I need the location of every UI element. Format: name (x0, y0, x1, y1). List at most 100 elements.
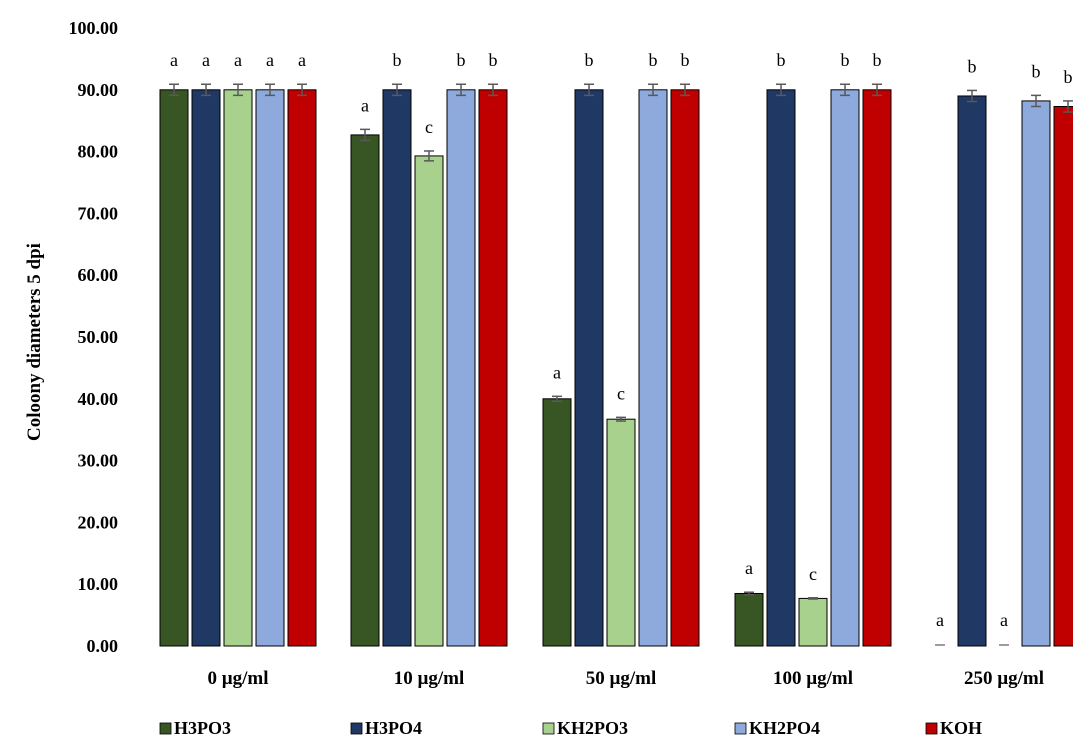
y-tick-label: 90.00 (78, 80, 119, 100)
error-bar (1031, 94, 1041, 108)
bar-kh2po3-2 (606, 418, 636, 647)
error-bar (552, 395, 562, 403)
significance-letter: b (1064, 67, 1073, 87)
bar-koh-3 (862, 89, 892, 647)
bar-koh-4 (1053, 105, 1073, 647)
bar-h3po3-1 (350, 134, 380, 647)
error-bar (967, 89, 977, 103)
significance-letter: b (841, 50, 850, 70)
significance-letter: b (393, 50, 402, 70)
legend-label: KOH (940, 718, 982, 738)
y-tick-label: 30.00 (78, 451, 119, 471)
x-category-label: 10 µg/ml (394, 668, 465, 689)
significance-letter: b (681, 50, 690, 70)
y-tick-label: 10.00 (78, 574, 119, 594)
y-axis-label: Coloony diameters 5 dpi (24, 243, 45, 441)
error-bar (808, 597, 818, 600)
bar-h3po4-2 (574, 89, 604, 647)
significance-letter: b (1032, 61, 1041, 81)
error-bar (584, 83, 594, 97)
significance-letter: b (873, 50, 882, 70)
legend-item: KH2PO4 (734, 718, 820, 738)
error-bar (744, 591, 754, 596)
bar-kh2po3-0 (223, 89, 253, 647)
significance-letter: a (553, 362, 561, 382)
y-tick-label: 100.00 (69, 18, 119, 38)
y-tick-label: 0.00 (87, 636, 119, 656)
error-bar (265, 83, 275, 97)
significance-letter: a (745, 558, 753, 578)
significance-letter: a (936, 610, 944, 630)
error-bar (297, 83, 307, 97)
bar-h3po4-3 (766, 89, 796, 647)
bar-h3po3-0 (159, 89, 189, 647)
significance-letter: a (202, 50, 210, 70)
bar-kh2po4-2 (638, 89, 668, 647)
bar-koh-2 (670, 89, 700, 647)
bar-h3po3-3 (734, 592, 764, 647)
x-axis: 0 µg/ml 10 µg/ml 50 µg/ml 100 µg/ml 250 µg/m… (207, 668, 1044, 689)
legend-item: H3PO4 (350, 718, 422, 738)
significance-letter: a (234, 50, 242, 70)
legend-item: H3PO3 (159, 718, 231, 738)
error-bar (1063, 100, 1073, 113)
significance-letter: c (617, 383, 625, 403)
significance-letter: b (457, 50, 466, 70)
bar-h3po4-1 (382, 89, 412, 647)
bar-h3po3-2 (542, 398, 572, 647)
error-bar (680, 83, 690, 97)
y-tick-label: 60.00 (78, 265, 119, 285)
y-tick-label: 20.00 (78, 512, 119, 532)
x-category-label: 50 µg/ml (586, 668, 657, 689)
bar-h3po4-4 (957, 95, 987, 647)
error-bar (392, 83, 402, 97)
legend-item: KOH (925, 718, 982, 738)
y-tick-label: 80.00 (78, 142, 119, 162)
significance-letter: b (585, 50, 594, 70)
legend-swatch (734, 722, 747, 735)
legend-label: KH2PO3 (557, 718, 628, 738)
error-bar (233, 83, 243, 97)
y-axis: 0.00 10.00 20.00 30.00 40.00 50.00 60.00 70.00 8… (69, 18, 119, 656)
bar-kh2po4-0 (255, 89, 285, 647)
error-bar (872, 83, 882, 97)
significance-letter: a (266, 50, 274, 70)
bar-kh2po4-4 (1021, 100, 1051, 647)
legend: H3PO3 H3PO4 KH2PO3 KH2PO4 KOH (159, 718, 982, 738)
y-tick-label: 40.00 (78, 389, 119, 409)
error-bar (424, 150, 434, 162)
significance-letter: a (298, 50, 306, 70)
legend-label: H3PO4 (365, 718, 422, 738)
bar-kh2po4-1 (446, 89, 476, 647)
error-bar (456, 83, 466, 97)
significance-letter: b (777, 50, 786, 70)
legend-swatch (350, 722, 363, 735)
bar-kh2po4-3 (830, 89, 860, 647)
error-bar (840, 83, 850, 97)
error-bar (648, 83, 658, 97)
significance-letter: c (809, 564, 817, 584)
legend-swatch (542, 722, 555, 735)
bar-kh2po3-1 (414, 155, 444, 647)
bar-koh-0 (287, 89, 317, 647)
bar-koh-1 (478, 89, 508, 647)
significance-letter: b (489, 50, 498, 70)
error-bar (488, 83, 498, 97)
bar-kh2po3-3 (798, 597, 828, 647)
legend-item: KH2PO3 (542, 718, 628, 738)
legend-swatch (925, 722, 938, 735)
significance-letter: a (361, 95, 369, 115)
error-bar (201, 83, 211, 97)
error-bar (360, 128, 370, 142)
legend-label: KH2PO4 (749, 718, 820, 738)
x-category-label: 0 µg/ml (207, 668, 268, 689)
error-bar (776, 83, 786, 97)
legend-label: H3PO3 (174, 718, 231, 738)
significance-letter: a (1000, 610, 1008, 630)
x-category-label: 250 µg/ml (964, 668, 1044, 689)
legend-swatch (159, 722, 172, 735)
error-bar (616, 416, 626, 422)
significance-letter: a (170, 50, 178, 70)
